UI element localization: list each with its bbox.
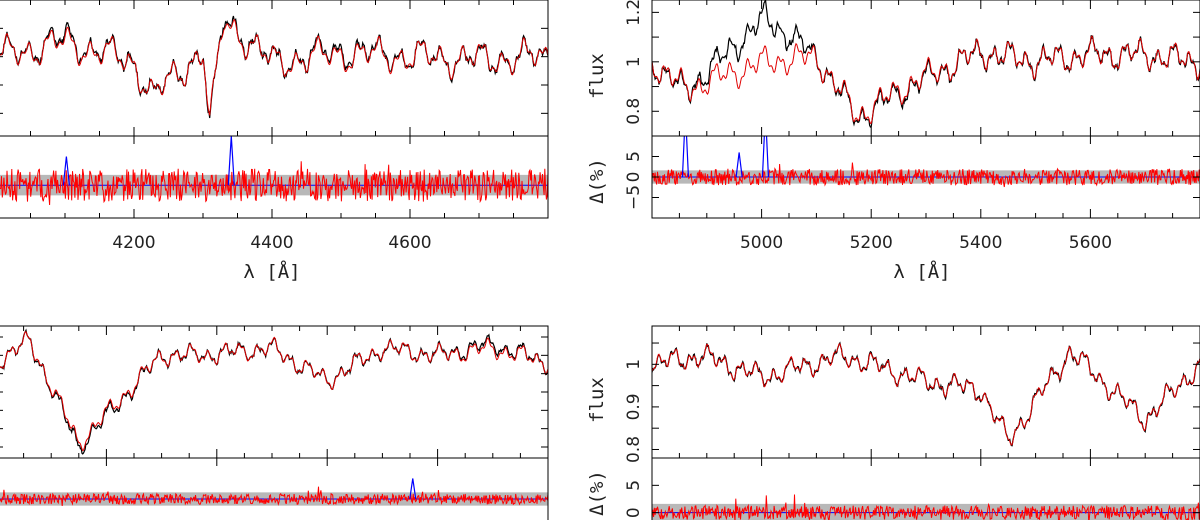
main-area — [0, 15, 548, 119]
y-axis-title: flux — [586, 53, 608, 99]
residual-y-axis-title: Δ(%) — [586, 470, 608, 516]
x-tick-label: 5000 — [740, 233, 783, 253]
residual-y-axis-title: Δ(%) — [586, 158, 608, 204]
residual-area — [0, 136, 548, 206]
emission-line-0 — [409, 478, 417, 500]
emission-line-1 — [227, 136, 235, 186]
observed-series — [0, 15, 548, 119]
residual-y-tick-label: 0 — [624, 172, 644, 183]
emission-line-1 — [735, 152, 743, 178]
x-tick-label: 5400 — [959, 233, 1002, 253]
x-tick-label: 4200 — [112, 233, 155, 253]
residual-series — [0, 161, 548, 206]
residual-area — [652, 494, 1200, 520]
observed-series — [652, 0, 1200, 128]
observed-series — [0, 328, 548, 455]
main-frame — [0, 0, 549, 137]
chart-panel-bottom-right: 0.8 0.9 1 0 5 flux Δ(%) — [586, 325, 1200, 520]
residual-series — [0, 486, 548, 507]
residual-series — [652, 162, 1200, 188]
main-frame — [0, 325, 549, 459]
error-band — [652, 503, 1200, 520]
x-tick-label: 4600 — [388, 233, 431, 253]
residual-y-tick-label: 5 — [624, 151, 644, 162]
residual-y-tick-label: −5 — [624, 185, 644, 210]
y-tick-label: 1 — [624, 359, 644, 370]
residual-area — [652, 136, 1200, 188]
main-area — [652, 0, 1200, 128]
emission-line-2 — [761, 136, 770, 178]
emission-line-0 — [62, 156, 70, 186]
residual-y-tick-label: 5 — [624, 480, 644, 491]
model-series — [0, 18, 548, 116]
residual-area — [0, 478, 548, 507]
y-tick-label: 0.8 — [624, 436, 644, 463]
y-tick-label: 0.8 — [624, 98, 644, 125]
residual-y-tick-label: 0 — [624, 507, 644, 518]
residual-frame — [0, 457, 549, 520]
model-series — [652, 35, 1200, 124]
x-axis-title: λ [Å] — [243, 260, 300, 283]
y-tick-label: 1.2 — [624, 0, 644, 26]
x-tick-label: 5600 — [1069, 233, 1112, 253]
model-series — [652, 343, 1200, 446]
main-area — [0, 328, 548, 455]
x-tick-label: 5200 — [850, 233, 893, 253]
x-axis-title: λ [Å] — [893, 260, 950, 283]
chart-panel-top-right: 5000 5200 5400 5600 λ [Å] 0.8 1 1.2 −5 0 5 flux Δ(%) — [586, 0, 1200, 283]
main-area — [652, 341, 1200, 447]
chart-panel-top-left: 4200 4400 4600 λ [Å] — [0, 0, 549, 283]
y-tick-label: 1 — [624, 56, 644, 67]
chart-panel-bottom-left — [0, 325, 549, 520]
main-frame — [651, 325, 1200, 459]
model-series — [0, 331, 548, 452]
observed-series — [652, 341, 1200, 447]
x-tick-label: 4400 — [250, 233, 293, 253]
y-axis-title: flux — [586, 377, 608, 423]
y-tick-label: 0.9 — [624, 393, 644, 420]
emission-line-0 — [681, 136, 690, 178]
residual-series — [652, 494, 1200, 520]
